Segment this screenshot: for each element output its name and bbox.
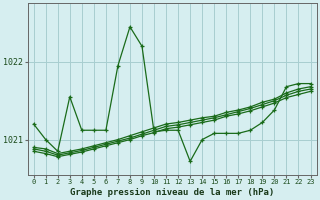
- X-axis label: Graphe pression niveau de la mer (hPa): Graphe pression niveau de la mer (hPa): [70, 188, 274, 197]
